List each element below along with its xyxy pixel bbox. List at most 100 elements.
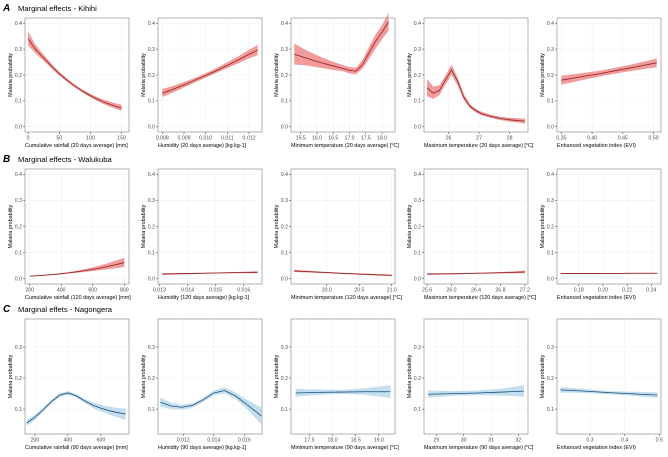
fitted-line xyxy=(294,21,389,72)
y-axis-label: Malaria probability xyxy=(8,354,14,398)
y-tick-label: 0.3 xyxy=(281,198,288,204)
y-tick-label: 0.4 xyxy=(547,172,554,178)
y-tick-label: 0.2 xyxy=(148,73,155,79)
fitted-line xyxy=(160,390,262,417)
panel-frame xyxy=(24,318,130,435)
y-tick-label: 0.1 xyxy=(281,407,288,413)
y-tick-label: 0.2 xyxy=(547,376,554,382)
x-tick-label: 0.18 xyxy=(574,288,584,294)
panel-1-4: 0.0 0.1 0.2 0.3 0.4 0.18 0.20 0.22 0.24 Enhanced … xyxy=(540,168,662,301)
y-tick-label: 0.1 xyxy=(148,99,155,105)
x-axis-label: Cumulative rainfall (90 days average) [m… xyxy=(25,445,128,451)
x-tick-label: 400 xyxy=(57,288,66,294)
fitted-line xyxy=(295,391,391,394)
section-letter: C xyxy=(3,304,11,315)
y-tick-label: 0.1 xyxy=(15,250,22,256)
fitted-line xyxy=(162,271,258,275)
x-tick-label: 16.0 xyxy=(312,136,322,142)
x-tick-label: 18.5 xyxy=(351,438,361,444)
y-tick-label: 0.0 xyxy=(281,125,288,131)
x-axis-label: Humidity (120 days average) [kg.kg-1] xyxy=(158,295,250,301)
y-tick-label: 0.1 xyxy=(281,250,288,256)
x-tick-label: 200 xyxy=(25,288,34,294)
x-tick-label: 0.016 xyxy=(237,288,250,294)
confidence-band xyxy=(427,64,525,124)
x-tick-label: 26 xyxy=(446,136,452,142)
confidence-band xyxy=(26,391,126,427)
x-tick-label: 0.012 xyxy=(243,136,256,142)
x-tick-label: 32 xyxy=(516,438,522,444)
y-axis-label: Malaria probability xyxy=(274,53,280,97)
x-tick-label: 18.0 xyxy=(377,136,387,142)
x-tick-label: 17.0 xyxy=(344,136,354,142)
x-tick-label: 16.5 xyxy=(328,136,338,142)
panel-frame xyxy=(157,318,263,435)
y-tick-label: 0.1 xyxy=(148,250,155,256)
y-tick-label: 0.4 xyxy=(281,172,288,178)
x-tick-label: 0.5 xyxy=(656,438,663,444)
section-title: Marginal effets - Nagongera xyxy=(18,305,113,314)
x-tick-label: 200 xyxy=(31,438,40,444)
panel-frame xyxy=(556,318,662,435)
fitted-line xyxy=(426,68,525,122)
y-axis-label: Malaria probability xyxy=(8,204,14,248)
x-tick-label: 26.0 xyxy=(446,288,456,294)
x-tick-label: 0.010 xyxy=(199,136,212,142)
x-axis-label: Enhanced vegetation index (EVI) xyxy=(557,295,636,301)
y-axis-label: Malaria probability xyxy=(540,204,546,248)
x-tick-label: 0.35 xyxy=(556,136,566,142)
fitted-line xyxy=(428,390,524,395)
x-axis-label: Enhanced vegetation index (EVI) xyxy=(557,445,636,451)
y-tick-label: 0.4 xyxy=(414,21,421,27)
x-tick-label: 50 xyxy=(56,136,62,142)
y-tick-label: 0.1 xyxy=(414,99,421,105)
x-tick-label: 31 xyxy=(488,438,494,444)
y-axis-label: Malaria probability xyxy=(141,204,147,248)
y-tick-label: 0.1 xyxy=(15,99,22,105)
y-tick-label: 0.0 xyxy=(414,125,421,131)
x-tick-label: 30 xyxy=(461,438,467,444)
x-tick-label: 17.5 xyxy=(304,438,314,444)
x-tick-label: 25.6 xyxy=(422,288,432,294)
x-tick-label: 0.20 xyxy=(598,288,608,294)
y-axis-label: Malaria probability xyxy=(540,354,546,398)
y-tick-label: 0.2 xyxy=(281,73,288,79)
section-title: Marginal effects - Kihihi xyxy=(18,4,97,13)
y-tick-label: 0.1 xyxy=(547,99,554,105)
x-tick-label: 26.8 xyxy=(495,288,505,294)
y-tick-label: 0.2 xyxy=(281,376,288,382)
confidence-band xyxy=(428,385,524,398)
panel-frame xyxy=(423,318,529,435)
panel-1-3: 0.0 0.1 0.2 0.3 0.4 25.6 26.0 26.4 26.8 27.2Maxim… xyxy=(407,168,537,301)
y-tick-label: 0.4 xyxy=(547,21,554,27)
x-tick-label: 27.2 xyxy=(520,288,530,294)
x-tick-label: 21.0 xyxy=(387,288,397,294)
fitted-line xyxy=(29,262,125,277)
y-tick-label: 0.3 xyxy=(15,345,22,351)
y-axis-label: Malaria probability xyxy=(407,354,413,398)
y-tick-label: 0.0 xyxy=(547,277,554,283)
fitted-line xyxy=(560,389,658,396)
y-tick-label: 0.3 xyxy=(281,345,288,351)
y-tick-label: 0.0 xyxy=(547,125,554,131)
y-tick-label: 0.3 xyxy=(148,345,155,351)
y-tick-label: 0.3 xyxy=(547,345,554,351)
section-letter: B xyxy=(3,154,10,165)
x-axis-label: Maximum temperature (120 days average) [… xyxy=(424,295,537,301)
x-tick-label: 150 xyxy=(117,136,126,142)
x-tick-label: 600 xyxy=(97,438,106,444)
x-axis-label: Cumulative rainfall (20 days average) [m… xyxy=(25,143,128,149)
panel-2-4: 0.1 0.2 0.3 0.3 0.4 0.5 Enhanced vegetation in… xyxy=(540,318,663,451)
confidence-band xyxy=(561,58,657,85)
y-tick-label: 0.2 xyxy=(547,73,554,79)
x-tick-label: 0.50 xyxy=(649,136,659,142)
confidence-band xyxy=(295,385,391,398)
x-tick-label: 0.016 xyxy=(238,438,251,444)
x-tick-label: 0.014 xyxy=(181,288,194,294)
y-tick-label: 0.3 xyxy=(15,47,22,53)
